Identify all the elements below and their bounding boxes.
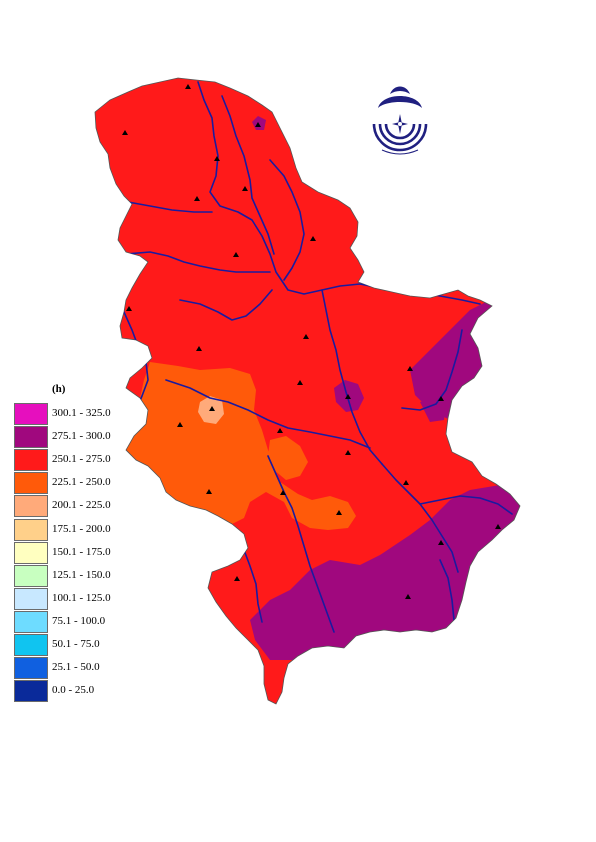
legend-item: 150.1 - 175.0 [14,541,154,565]
legend-item: 275.1 - 300.0 [14,426,154,449]
station-marker [310,236,316,241]
river-canal [127,201,213,213]
region-275-300-east-patch [420,398,446,422]
station-marker [336,510,342,515]
station-marker [345,450,351,455]
region-225-250-west [126,362,356,530]
legend-item: 25.1 - 50.0 [14,657,154,680]
river-sava [125,251,271,273]
legend-swatch [14,657,48,680]
station-marker [196,346,202,351]
station-marker [122,130,128,135]
station-marker [280,490,286,495]
legend-label: 25.1 - 50.0 [52,661,100,674]
station-marker [214,156,220,161]
river-tisa [221,95,275,255]
legend-swatch [14,472,48,495]
legend-item: 225.1 - 250.0 [14,472,154,495]
station-marker [303,334,309,339]
station-marker [438,540,444,545]
legend-unit-label: (h) [52,383,66,395]
legend-label: 275.1 - 300.0 [52,430,111,443]
station-markers [122,84,501,599]
legend-item: 125.1 - 150.0 [14,564,154,588]
legend-item: 300.1 - 325.0 [14,403,154,426]
river-nisava [419,495,513,515]
station-marker [185,84,191,89]
legend-swatch [14,403,48,425]
legend-swatch [14,587,48,610]
legend-item: 50.1 - 75.0 [14,634,154,657]
legend-label: 300.1 - 325.0 [52,407,111,419]
legend-label: 125.1 - 150.0 [52,568,111,581]
legend-item: 75.1 - 100.0 [14,610,154,634]
legend-swatch [14,564,48,587]
legend-swatch [14,449,48,472]
legend-label: 150.1 - 175.0 [52,545,111,558]
station-marker [277,428,283,433]
station-marker [233,252,239,257]
station-marker [403,480,409,485]
legend-swatch [14,495,48,518]
station-marker [405,594,411,599]
station-marker [242,186,248,191]
station-marker [345,394,351,399]
legend-swatch [14,610,48,633]
river-timok [401,329,463,411]
legend-label: 50.1 - 75.0 [52,638,100,650]
river-pcinja [439,559,455,621]
legend-swatch [14,426,48,449]
rhmz-logo [372,86,428,155]
station-marker [297,380,303,385]
station-marker [209,406,215,411]
station-marker [194,196,200,201]
legend-label: 225.1 - 250.0 [52,476,111,489]
legend-item: 0.0 - 25.0 [14,680,154,703]
legend-label: 250.1 - 275.0 [52,453,111,466]
river-zapadna-morava [165,379,371,449]
legend-swatch [14,680,48,703]
legend-swatch [14,634,48,656]
legend-item: 200.1 - 225.0 [14,495,154,518]
station-marker [255,122,261,127]
river-kolubara [179,289,273,321]
legend-item: 250.1 - 275.0 [14,449,154,472]
station-marker [407,366,413,371]
legend-item: 175.1 - 200.0 [14,518,154,542]
station-marker [177,422,183,427]
legend-item: 100.1 - 125.0 [14,587,154,611]
legend-swatch [14,518,48,541]
legend-label: 75.1 - 100.0 [52,614,106,627]
river-ibar [267,455,335,633]
legend-label: 200.1 - 225.0 [52,499,111,512]
station-marker [234,576,240,581]
river-velika-morava [321,289,383,465]
river-juzna-morava [381,463,459,573]
river-tamis [269,159,305,281]
region-225-250-central [268,436,308,480]
station-marker [126,306,132,311]
station-marker [206,489,212,494]
legend-label: 175.1 - 200.0 [52,522,111,535]
station-marker [495,524,501,529]
legend-swatch [14,541,48,564]
station-marker [438,396,444,401]
legend-label: 100.1 - 125.0 [52,591,111,604]
legend-label: 0.0 - 25.0 [52,684,95,697]
